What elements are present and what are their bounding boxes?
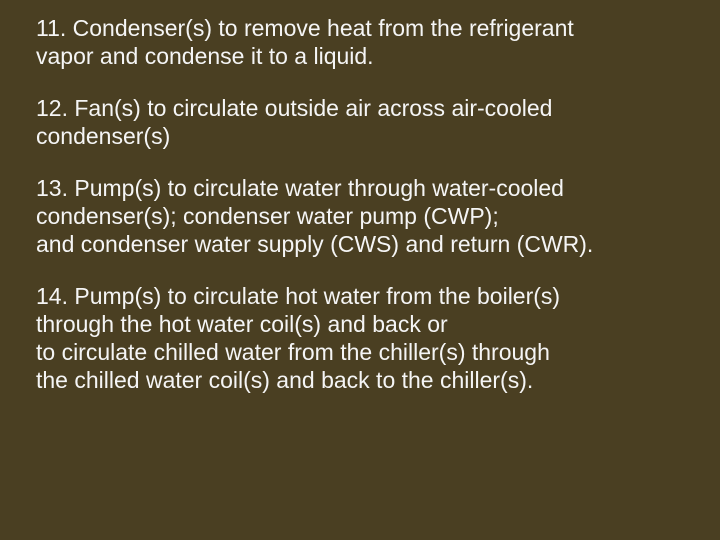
list-item: 13. Pump(s) to circulate water through w…: [36, 174, 692, 258]
text-line: through the hot water coil(s) and back o…: [36, 310, 692, 338]
text-line: to circulate chilled water from the chil…: [36, 338, 692, 366]
list-item: 14. Pump(s) to circulate hot water from …: [36, 282, 692, 394]
list-item: 12. Fan(s) to circulate outside air acro…: [36, 94, 692, 150]
text-line: 13. Pump(s) to circulate water through w…: [36, 174, 692, 202]
list-item: 11. Condenser(s) to remove heat from the…: [36, 14, 692, 70]
text-line: the chilled water coil(s) and back to th…: [36, 366, 692, 394]
text-line: vapor and condense it to a liquid.: [36, 42, 692, 70]
text-line: condenser(s): [36, 122, 692, 150]
text-line: 11. Condenser(s) to remove heat from the…: [36, 14, 692, 42]
text-line: and condenser water supply (CWS) and ret…: [36, 230, 692, 258]
slide-container: 11. Condenser(s) to remove heat from the…: [0, 0, 720, 540]
text-line: condenser(s); condenser water pump (CWP)…: [36, 202, 692, 230]
text-line: 14. Pump(s) to circulate hot water from …: [36, 282, 692, 310]
text-line: 12. Fan(s) to circulate outside air acro…: [36, 94, 692, 122]
